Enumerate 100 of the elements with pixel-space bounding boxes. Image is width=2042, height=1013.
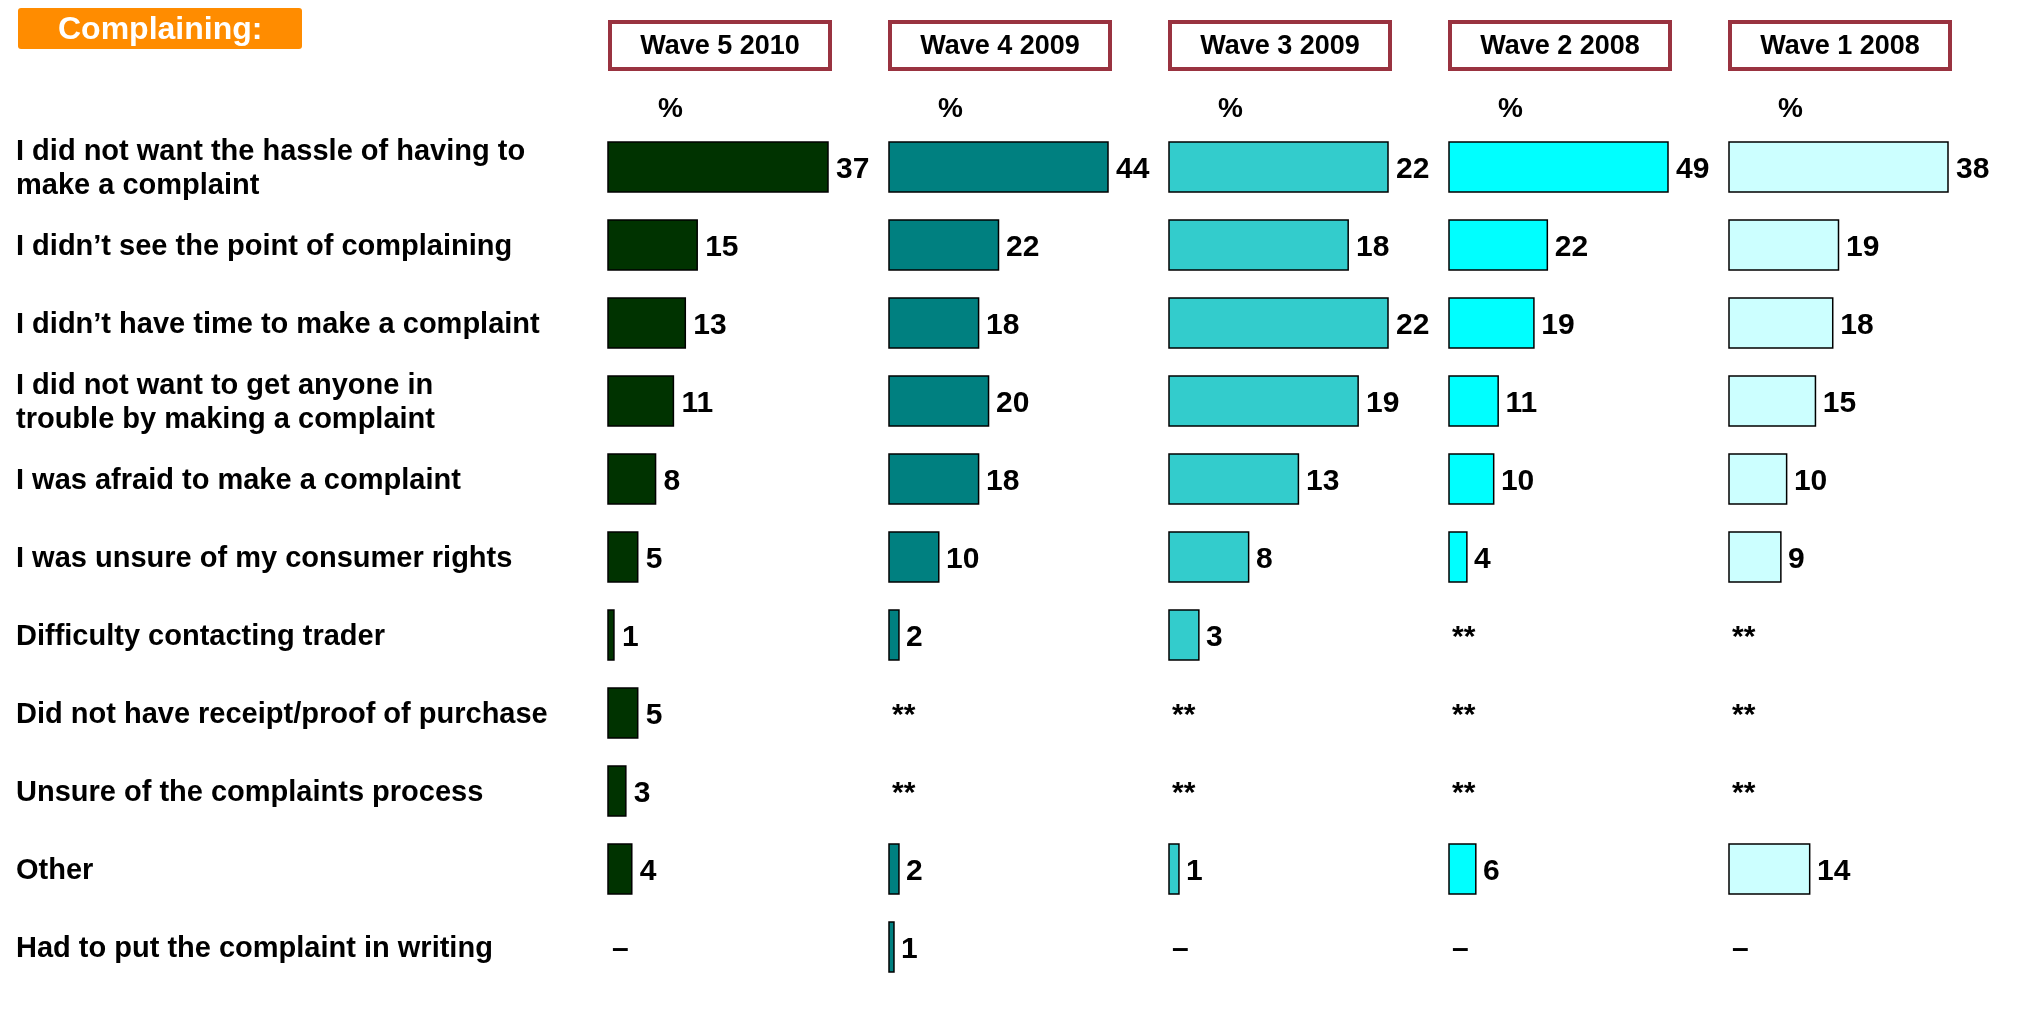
data-label: 18 [1840, 306, 1874, 340]
bar [1728, 453, 1788, 505]
bar [888, 531, 940, 583]
data-label: 22 [1554, 228, 1589, 262]
bar [1448, 453, 1495, 505]
data-label: 22 [1396, 306, 1430, 340]
data-label: 38 [1956, 150, 1990, 184]
data-label: 10 [946, 540, 980, 574]
bar [888, 219, 1000, 271]
y-tick-label: Difficulty contacting trader [16, 619, 385, 651]
data-label: 15 [1822, 384, 1857, 418]
text: ** [1452, 696, 1476, 730]
x-axis-title: % [1778, 92, 1803, 124]
data-label: 18 [986, 462, 1020, 496]
text: ** [1452, 774, 1476, 808]
chart-title: Wave 3 2009 [1168, 20, 1392, 71]
data-label: 11 [681, 384, 714, 418]
data-label: 6 [1482, 852, 1500, 886]
data-label: 11 [1505, 384, 1538, 418]
bar [607, 609, 615, 661]
data-label: 10 [1793, 462, 1828, 496]
data-label: 18 [1356, 228, 1390, 262]
data-label: 4 [1473, 540, 1491, 574]
bar [1168, 375, 1359, 427]
data-label: 3 [633, 774, 651, 808]
bar [888, 297, 980, 349]
text: – [612, 930, 629, 964]
bar [1728, 219, 1840, 271]
bar [1448, 375, 1499, 427]
text: ** [892, 696, 916, 730]
data-label: 13 [1306, 462, 1340, 496]
data-label: 22 [1006, 228, 1040, 262]
text: – [1452, 930, 1469, 964]
y-tick-label: Unsure of the complaints process [16, 775, 484, 807]
y-tick-label: Did not have receipt/proof of purchase [16, 697, 548, 729]
text: – [1172, 930, 1189, 964]
data-label: 5 [645, 540, 663, 574]
y-tick-label: I was afraid to make a complaint [16, 463, 462, 495]
bar [888, 453, 980, 505]
text: ** [1732, 618, 1756, 652]
bar [1448, 843, 1477, 895]
bar [607, 765, 627, 817]
bar [1168, 297, 1389, 349]
x-axis-title: % [1218, 92, 1243, 124]
bar [1448, 141, 1669, 193]
data-label: 5 [645, 696, 663, 730]
y-tick-label: I was unsure of my consumer rights [16, 541, 513, 573]
bar [607, 687, 639, 739]
bar [888, 375, 990, 427]
data-label: 19 [1541, 306, 1575, 340]
data-label: 37 [836, 150, 870, 184]
bar [888, 843, 900, 895]
bar [1448, 297, 1535, 349]
chart-title: Wave 1 2008 [1728, 20, 1952, 71]
data-label: 8 [1256, 540, 1273, 574]
data-label: 13 [693, 306, 727, 340]
bar [607, 531, 639, 583]
text: – [1732, 930, 1749, 964]
bar [607, 375, 675, 427]
bar [1168, 843, 1180, 895]
data-label: 18 [986, 306, 1020, 340]
bar [1728, 843, 1811, 895]
y-tick-label: I did not want to get anyone in trouble by making a complaint [16, 368, 436, 434]
chart-title: Wave 2 2008 [1448, 20, 1672, 71]
x-axis-title: % [1498, 92, 1523, 124]
bar [1728, 531, 1782, 583]
data-label: 44 [1116, 150, 1150, 184]
data-label: 2 [906, 618, 923, 652]
text: ** [892, 774, 916, 808]
bar [1168, 531, 1250, 583]
data-label: 1 [901, 930, 918, 964]
chart-title: Wave 5 2010 [608, 20, 832, 71]
bar [888, 609, 900, 661]
bar [1728, 375, 1817, 427]
data-label: 22 [1396, 150, 1430, 184]
y-tick-label: I didn’t have time to make a complaint [16, 307, 541, 339]
bar [1168, 219, 1349, 271]
data-label: 15 [705, 228, 739, 262]
y-tick-label: I did not want the hassle of having to make a complaint [16, 134, 526, 200]
data-label: 20 [996, 384, 1030, 418]
data-label: 9 [1788, 540, 1805, 574]
y-tick-label: Other [16, 853, 94, 885]
bar [607, 297, 687, 349]
data-label: 14 [1817, 852, 1851, 886]
data-label: 19 [1366, 384, 1400, 418]
data-label: 1 [1186, 852, 1203, 886]
bar [888, 921, 895, 973]
text: Complaining: [18, 8, 303, 49]
x-axis-title: % [938, 92, 963, 124]
bar [607, 141, 829, 193]
y-tick-label: Had to put the complaint in writing [16, 931, 493, 963]
bar [1448, 531, 1468, 583]
bar [1448, 219, 1549, 271]
text: ** [1732, 696, 1756, 730]
text: ** [1452, 618, 1476, 652]
text: ** [1732, 774, 1756, 808]
text: ** [1172, 696, 1196, 730]
bar [607, 843, 633, 895]
bar [1728, 141, 1949, 193]
data-label: 2 [906, 852, 923, 886]
